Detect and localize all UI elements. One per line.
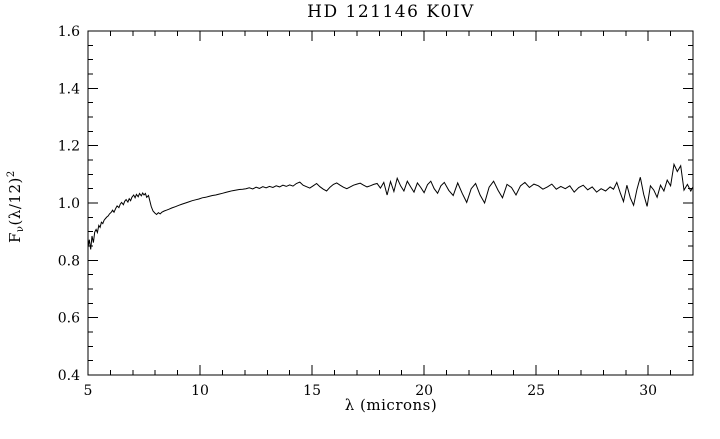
x-tick-label: 15	[303, 383, 321, 399]
y-axis-label: Fν(λ/12)2	[6, 170, 26, 243]
x-tick-label: 5	[84, 383, 93, 399]
y-label-sup-2: 2	[6, 170, 17, 177]
y-tick-label: 1.0	[58, 196, 80, 212]
x-tick-label: 25	[527, 383, 545, 399]
y-tick-label: 1.6	[58, 24, 80, 40]
y-label-mid: (λ/12)	[6, 177, 24, 225]
y-label-sub-nu: ν	[15, 225, 26, 232]
y-tick-label: 0.6	[58, 311, 80, 327]
axis-tick-labels: 5 10 15 20 25 30 0.4 0.6 0.8 1.0 1.2 1.4 1.6	[58, 24, 657, 399]
y-label-F: F	[6, 232, 24, 243]
x-tick-label: 10	[191, 383, 209, 399]
axes-frame	[87, 30, 694, 376]
y-tick-label: 0.4	[58, 368, 80, 384]
y-tick-label: 1.4	[58, 81, 80, 97]
x-axis-label: λ (microns)	[345, 396, 437, 414]
y-tick-label: 1.2	[58, 139, 80, 155]
x-tick-label: 30	[639, 383, 657, 399]
chart-title: HD 121146 K0IV	[307, 2, 475, 22]
spectrum-line	[87, 162, 694, 250]
x-tick-label: 20	[415, 383, 433, 399]
axis-ticks	[87, 30, 694, 376]
y-tick-label: 0.8	[58, 253, 80, 269]
